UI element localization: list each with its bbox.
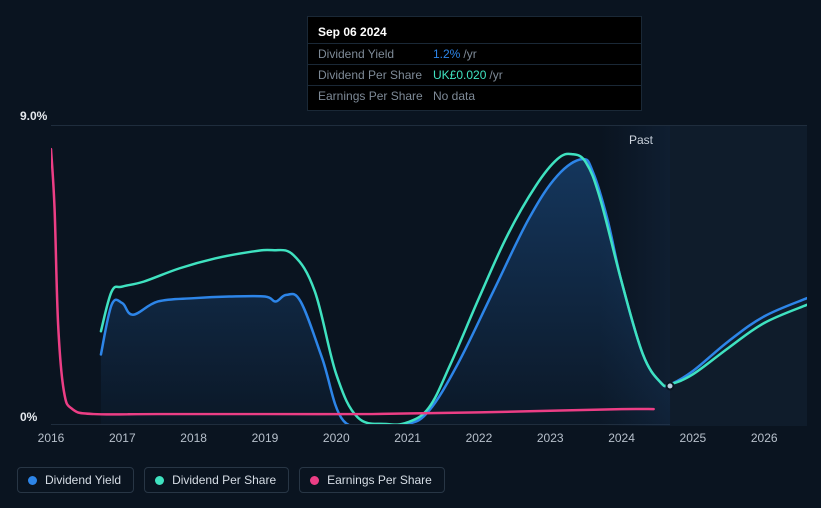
- legend-dot-icon: [28, 476, 37, 485]
- tooltip-rows: Dividend Yield1.2%/yrDividend Per ShareU…: [308, 43, 641, 106]
- chart-legend: Dividend Yield Dividend Per Share Earnings…: [17, 467, 445, 493]
- x-tick: 2021: [394, 431, 421, 445]
- tooltip-date: Sep 06 2024: [308, 23, 641, 43]
- x-axis: 2016201720182019202020212022202320242025…: [51, 431, 807, 451]
- series-fill: [101, 159, 670, 424]
- chart-svg: [51, 126, 807, 424]
- legend-label: Dividend Per Share: [172, 473, 276, 487]
- legend-label: Dividend Yield: [45, 473, 121, 487]
- x-tick: 2023: [537, 431, 564, 445]
- tooltip-row-suffix: /yr: [489, 68, 502, 82]
- y-axis-min-label: 0%: [20, 410, 37, 424]
- tooltip-row-label: Dividend Yield: [318, 47, 433, 61]
- y-axis-max-label: 9.0%: [20, 109, 47, 123]
- tooltip-row-value: UK£0.020: [433, 68, 486, 82]
- tooltip-row: Dividend Yield1.2%/yr: [308, 43, 641, 64]
- legend-item-dividend-per-share[interactable]: Dividend Per Share: [144, 467, 289, 493]
- x-tick: 2026: [751, 431, 778, 445]
- tooltip-row-label: Earnings Per Share: [318, 89, 433, 103]
- tooltip-row: Earnings Per ShareNo data: [308, 85, 641, 106]
- legend-item-dividend-yield[interactable]: Dividend Yield: [17, 467, 134, 493]
- legend-dot-icon: [155, 476, 164, 485]
- tooltip-row-suffix: /yr: [463, 47, 476, 61]
- x-tick: 2018: [180, 431, 207, 445]
- plot-area[interactable]: Past Analysts Forecasts: [51, 125, 807, 425]
- legend-label: Earnings Per Share: [327, 473, 432, 487]
- x-tick: 2025: [680, 431, 707, 445]
- x-tick: 2024: [608, 431, 635, 445]
- tooltip-row: Dividend Per ShareUK£0.020/yr: [308, 64, 641, 85]
- dividend-chart: 9.0% 0% Past Analysts Forecasts 2016 2017…: [17, 105, 807, 455]
- tooltip-row-value: No data: [433, 89, 475, 103]
- x-tick: 2016: [38, 431, 65, 445]
- tooltip-row-label: Dividend Per Share: [318, 68, 433, 82]
- legend-item-earnings-per-share[interactable]: Earnings Per Share: [299, 467, 445, 493]
- current-point-marker: [666, 382, 675, 391]
- legend-dot-icon: [310, 476, 319, 485]
- x-tick: 2017: [109, 431, 136, 445]
- x-tick: 2020: [323, 431, 350, 445]
- chart-tooltip: Sep 06 2024 Dividend Yield1.2%/yrDividen…: [307, 16, 642, 111]
- tooltip-row-value: 1.2%: [433, 47, 460, 61]
- x-tick: 2019: [252, 431, 279, 445]
- x-tick: 2022: [466, 431, 493, 445]
